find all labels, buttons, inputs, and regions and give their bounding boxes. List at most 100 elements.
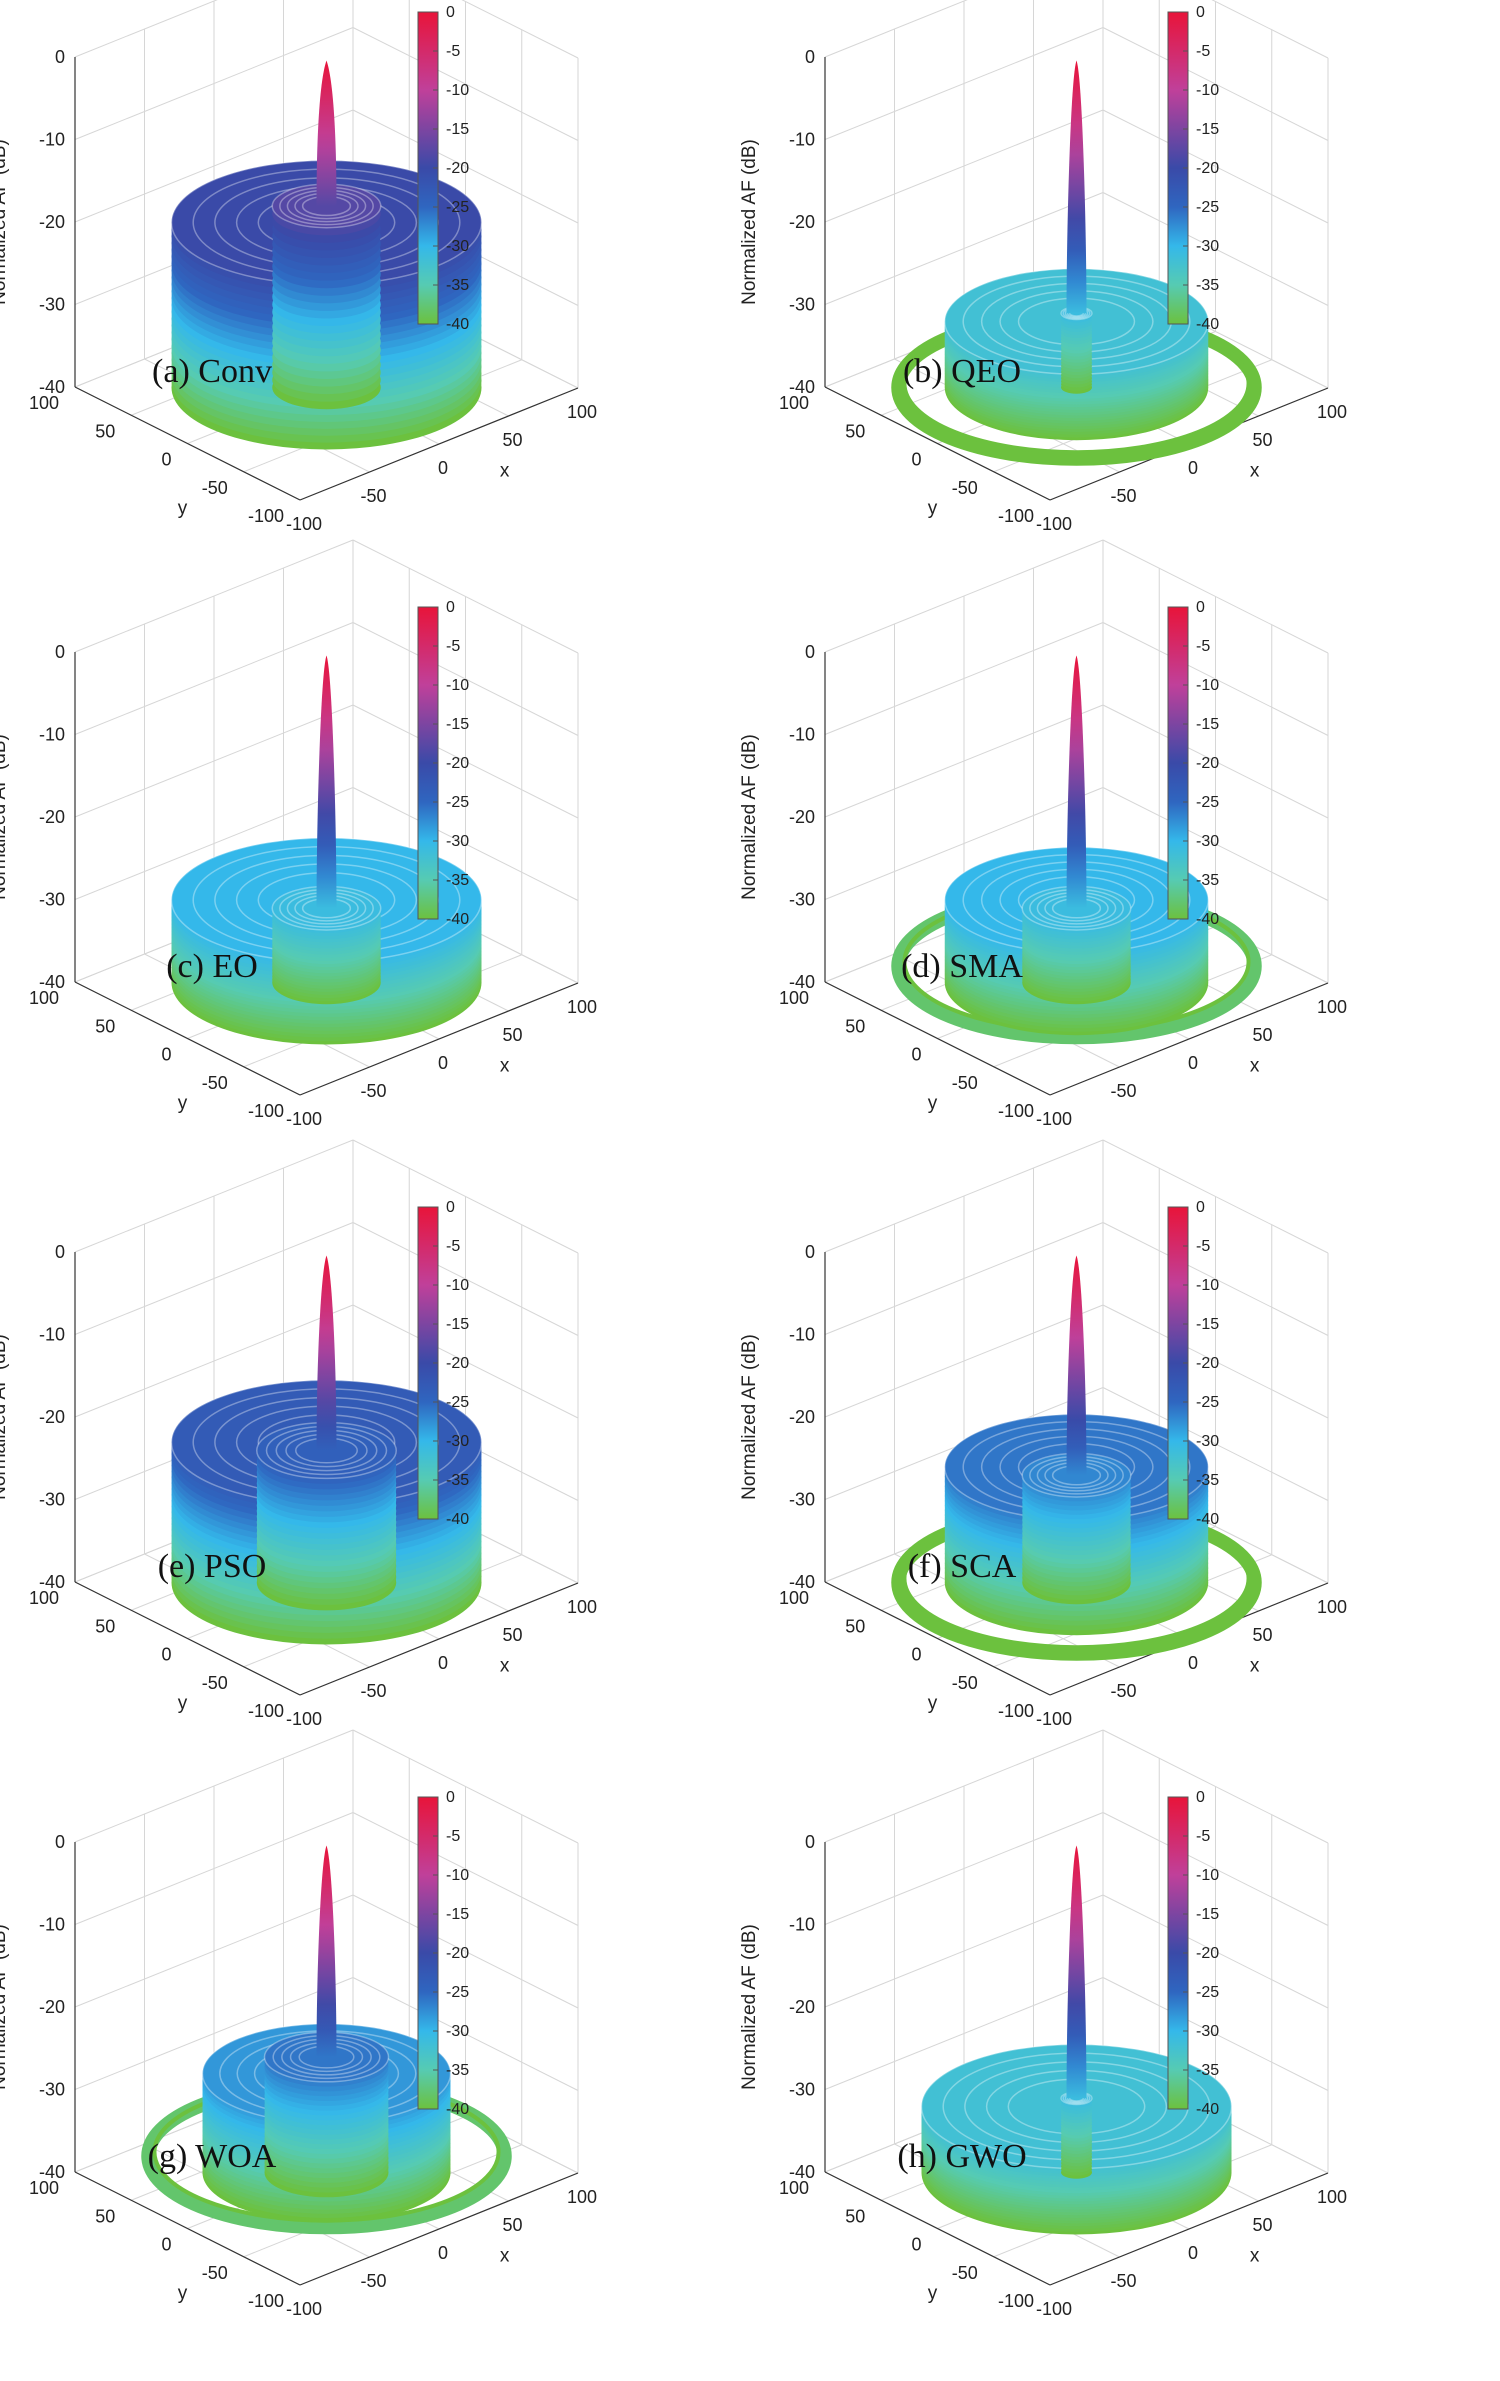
x-tick-label: 50 bbox=[1252, 2215, 1272, 2235]
z-tick-label: 0 bbox=[805, 1832, 815, 1852]
x-tick-label: -100 bbox=[286, 514, 322, 534]
colorbar-tick-label: -35 bbox=[446, 277, 469, 294]
colorbar-tick-label: -30 bbox=[446, 833, 469, 850]
colorbar-tick-label: -20 bbox=[446, 160, 469, 177]
z-tick-label: -20 bbox=[789, 1407, 815, 1427]
y-tick-label: 100 bbox=[29, 1588, 59, 1608]
y-axis-label: y bbox=[178, 1093, 188, 1114]
grid-line bbox=[74, 622, 354, 735]
y-tick-label: -100 bbox=[998, 1701, 1034, 1721]
y-tick-label: -50 bbox=[952, 1673, 978, 1693]
colorbar-tick-label: -10 bbox=[446, 1277, 469, 1294]
colorbar-tick-label: 0 bbox=[1196, 599, 1205, 616]
z-tick-label: -10 bbox=[39, 1325, 65, 1345]
colorbar-tick-label: -5 bbox=[446, 638, 460, 655]
colorbar-tick-label: -35 bbox=[446, 872, 469, 889]
x-tick-label: 0 bbox=[438, 1653, 448, 1673]
colorbar-tick-label: -35 bbox=[1196, 277, 1219, 294]
grid-line bbox=[824, 622, 1104, 735]
grid-line bbox=[74, 1222, 354, 1335]
x-axis-label: x bbox=[500, 2246, 510, 2267]
z-tick-label: -40 bbox=[789, 2162, 815, 2182]
x-tick-label: 100 bbox=[1317, 2187, 1347, 2207]
panel-caption: (d) SMA bbox=[901, 948, 1023, 985]
axis-lines bbox=[74, 57, 579, 501]
chart-panel: 0-10-20-30-40-100-50050100100500-50-100N… bbox=[0, 539, 597, 1129]
colorbar-tick-label: -30 bbox=[446, 238, 469, 255]
z-tick-label: -20 bbox=[789, 1997, 815, 2017]
y-axis-line bbox=[74, 1581, 301, 1696]
y-tick-label: 50 bbox=[95, 421, 115, 441]
colorbar-tick-label: 0 bbox=[1196, 1199, 1205, 1216]
z-tick-label: -20 bbox=[789, 807, 815, 827]
surface bbox=[891, 1255, 1262, 1661]
x-tick-label: 100 bbox=[567, 2187, 597, 2207]
z-tick-label: -30 bbox=[39, 2080, 65, 2100]
y-tick-label: -100 bbox=[248, 506, 284, 526]
y-tick-label: -50 bbox=[952, 478, 978, 498]
surface bbox=[141, 1845, 512, 2235]
y-axis-line bbox=[824, 981, 1051, 1096]
y-tick-label: 50 bbox=[845, 1616, 865, 1636]
grid-line bbox=[824, 1977, 1104, 2090]
colorbar-tick-label: -20 bbox=[1196, 1355, 1219, 1372]
grid-line bbox=[824, 27, 1104, 140]
main-beam-peak bbox=[316, 1255, 337, 1451]
colorbar-tick-label: -5 bbox=[1196, 1238, 1210, 1255]
y-tick-label: -50 bbox=[202, 1073, 228, 1093]
grid-line bbox=[824, 704, 1104, 818]
axis-lines bbox=[74, 1842, 579, 2286]
main-beam-peak bbox=[1066, 1255, 1087, 1476]
z-tick-label: -10 bbox=[39, 725, 65, 745]
panel-caption: (h) GWO bbox=[897, 2138, 1026, 2175]
y-axis-line bbox=[74, 981, 301, 1096]
x-tick-label: 50 bbox=[502, 1625, 522, 1645]
chart-panel: 0-10-20-30-40-100-50050100100500-50-100N… bbox=[739, 0, 1347, 534]
panel-caption: (e) PSO bbox=[158, 1548, 267, 1585]
main-beam-peak bbox=[1066, 1845, 1087, 2099]
grid-line bbox=[824, 1729, 1104, 1843]
x-tick-label: 100 bbox=[567, 997, 597, 1017]
panel-caption: (c) EO bbox=[166, 948, 258, 985]
z-tick-label: 0 bbox=[805, 47, 815, 67]
colorbar-tick-label: -15 bbox=[1196, 121, 1219, 138]
colorbar-tick-label: -35 bbox=[1196, 1472, 1219, 1489]
y-tick-label: 50 bbox=[95, 1616, 115, 1636]
z-tick-label: -40 bbox=[789, 377, 815, 397]
grid-line bbox=[74, 1894, 354, 2008]
panel-caption: (f) SCA bbox=[908, 1548, 1017, 1585]
y-tick-label: 100 bbox=[29, 2178, 59, 2198]
panel-caption: (b) QEO bbox=[903, 353, 1021, 390]
z-tick-label: -10 bbox=[789, 725, 815, 745]
y-tick-label: -100 bbox=[998, 2291, 1034, 2311]
x-tick-label: -50 bbox=[1110, 1681, 1136, 1701]
colorbar-tick-label: -15 bbox=[1196, 1316, 1219, 1333]
y-tick-label: 0 bbox=[911, 1645, 921, 1665]
z-tick-label: -40 bbox=[789, 972, 815, 992]
y-tick-label: -100 bbox=[248, 1101, 284, 1121]
colorbar-tick-label: -40 bbox=[1196, 911, 1219, 928]
colorbar-tick-label: -10 bbox=[1196, 82, 1219, 99]
x-tick-label: 0 bbox=[438, 2243, 448, 2263]
x-tick-label: 50 bbox=[1252, 430, 1272, 450]
z-tick-label: -30 bbox=[789, 2080, 815, 2100]
y-tick-label: 50 bbox=[95, 2206, 115, 2226]
y-axis-line bbox=[824, 2171, 1051, 2286]
grid-line bbox=[74, 539, 354, 653]
y-tick-label: -100 bbox=[998, 506, 1034, 526]
colorbar-tick-label: -35 bbox=[1196, 872, 1219, 889]
x-tick-label: 50 bbox=[502, 2215, 522, 2235]
chart-panel: 0-10-20-30-40-100-50050100100500-50-100N… bbox=[0, 1729, 597, 2319]
x-axis-label: x bbox=[1250, 1056, 1260, 1077]
colorbar-tick-label: -10 bbox=[446, 1867, 469, 1884]
colorbar-tick-label: -10 bbox=[1196, 1867, 1219, 1884]
colorbar-tick-label: -30 bbox=[446, 1433, 469, 1450]
x-tick-label: 100 bbox=[567, 402, 597, 422]
grid-line bbox=[74, 787, 354, 900]
y-tick-label: 100 bbox=[29, 393, 59, 413]
x-tick-label: 100 bbox=[1317, 1597, 1347, 1617]
z-tick-label: -10 bbox=[39, 130, 65, 150]
z-axis-label: Normalized AF (dB) bbox=[0, 734, 10, 900]
x-tick-label: -100 bbox=[286, 2299, 322, 2319]
colorbar-tick-label: -35 bbox=[446, 1472, 469, 1489]
